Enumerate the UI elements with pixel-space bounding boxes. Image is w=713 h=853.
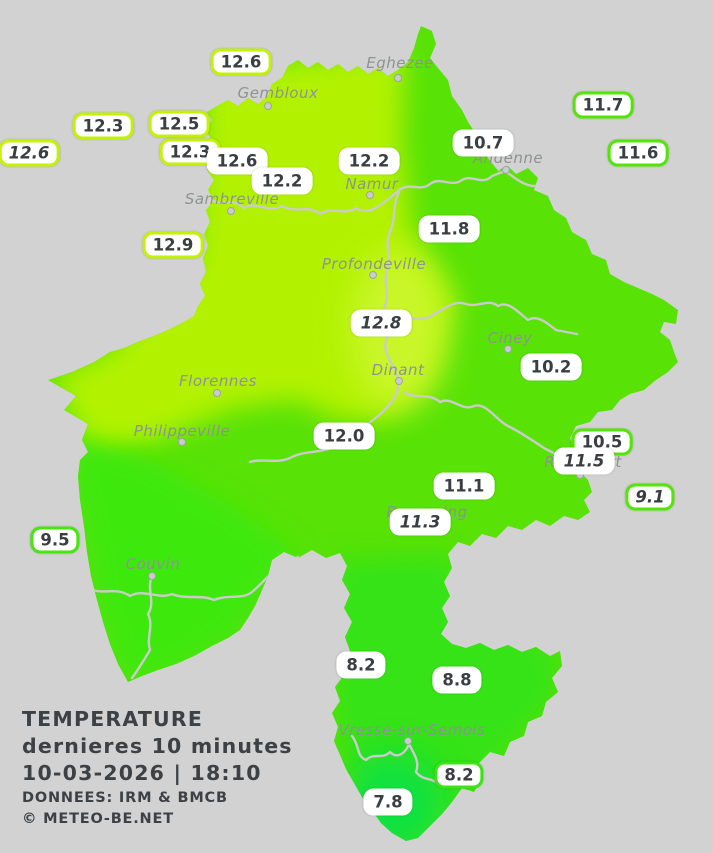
temperature-badge: 11.5 xyxy=(553,447,615,475)
city-dot xyxy=(148,572,156,580)
temperature-badge: 10.7 xyxy=(452,129,514,157)
city-dot xyxy=(213,389,221,397)
temperature-badge: 12.6 xyxy=(206,147,268,175)
city-label: Philippeville xyxy=(133,422,231,440)
temperature-badge: 8.2 xyxy=(434,761,484,789)
city-label: Ciney xyxy=(487,329,533,347)
zone-southwest xyxy=(58,430,298,684)
city-label: Namur xyxy=(345,175,399,193)
date-time: 10-03-2026 | 18:10 xyxy=(22,761,262,786)
river-meuse-east xyxy=(397,169,537,192)
page-title: TEMPERATURE xyxy=(22,707,204,731)
river-eau-noire xyxy=(130,574,154,680)
temperature-badge: 12.6 xyxy=(0,139,60,167)
data-source: DONNEES: IRM & BMCB xyxy=(22,790,228,807)
city-dot xyxy=(264,102,272,110)
city-dot xyxy=(504,345,512,353)
temperature-badge: 12.0 xyxy=(313,422,375,450)
city-dot xyxy=(395,377,403,385)
city-dot xyxy=(366,191,374,199)
city-label: Gembloux xyxy=(237,84,319,102)
river-viroin xyxy=(86,555,300,602)
copyright: © METEO-BE.NET xyxy=(22,811,174,828)
city-dot xyxy=(178,438,186,446)
temperature-badge: 8.2 xyxy=(336,651,386,679)
temperature-badge: 12.2 xyxy=(251,167,313,195)
city-dot xyxy=(502,166,510,174)
title-block: TEMPERATURE dernieres 10 minutes 10-03-2… xyxy=(22,706,293,829)
city-dot xyxy=(404,737,412,745)
river-lesse xyxy=(402,390,579,470)
city-label: Couvin xyxy=(125,555,181,573)
temperature-badge: 11.3 xyxy=(389,508,451,536)
temperature-badge: 8.8 xyxy=(432,666,482,694)
temperature-badge: 12.8 xyxy=(350,309,412,337)
river-bocq xyxy=(394,301,579,336)
temperature-badge: 9.5 xyxy=(30,526,80,554)
river-sambre xyxy=(204,188,401,216)
temperature-badge: 11.1 xyxy=(433,472,495,500)
river-meuse-south xyxy=(248,190,401,464)
temperature-badge: 9.1 xyxy=(625,483,675,511)
temperature-badge: 11.7 xyxy=(572,91,634,119)
city-dot xyxy=(227,207,235,215)
city-label: Eghezee xyxy=(366,54,434,72)
subtitle: dernieres 10 minutes xyxy=(22,734,293,759)
temperature-badge: 12.2 xyxy=(338,147,400,175)
city-dot xyxy=(369,271,377,279)
city-label: Dinant xyxy=(371,361,425,379)
temperature-badge: 12.9 xyxy=(142,231,204,259)
temperature-badge: 12.3 xyxy=(72,112,134,140)
temperature-badge: 7.8 xyxy=(363,788,413,816)
city-label: Vresse-sur-Semois xyxy=(338,721,486,739)
temperature-badge: 12.5 xyxy=(148,110,210,138)
temperature-badge: 11.8 xyxy=(418,215,480,243)
city-dot xyxy=(394,74,402,82)
city-label: Florennes xyxy=(179,372,257,390)
city-label: Sambreville xyxy=(184,190,280,208)
temperature-badge: 10.2 xyxy=(520,353,582,381)
city-label: Profondeville xyxy=(321,255,427,273)
temperature-badge: 11.6 xyxy=(607,139,669,167)
temperature-badge: 12.6 xyxy=(210,48,272,76)
